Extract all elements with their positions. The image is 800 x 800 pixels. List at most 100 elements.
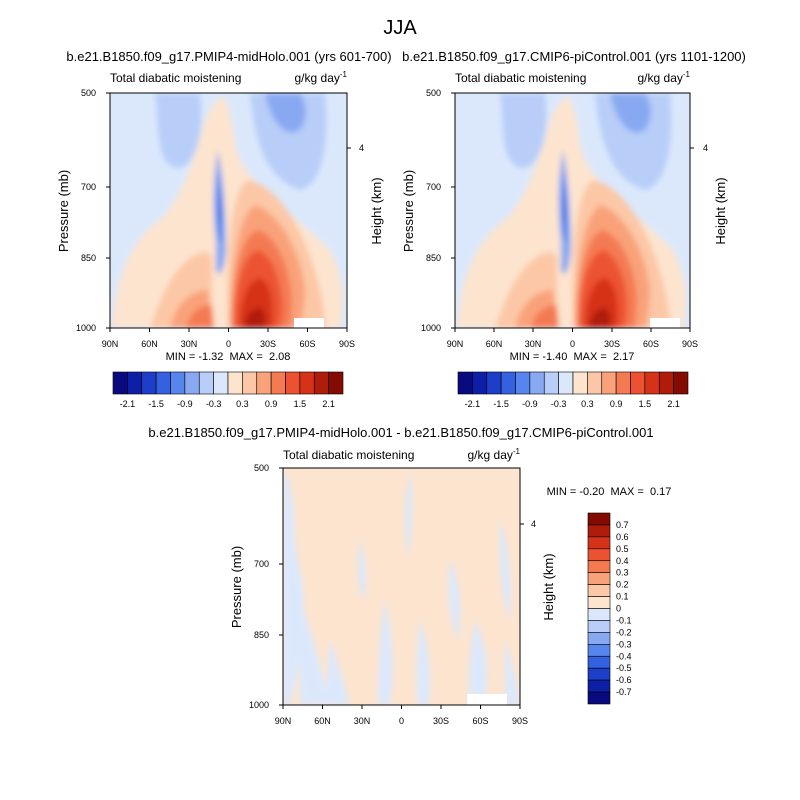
- colorbar-swatch: [543, 371, 559, 395]
- colorbar-label: 0: [616, 604, 621, 614]
- colorbar-swatch: [601, 371, 617, 395]
- colorbar-swatch: [313, 371, 329, 395]
- svg-text:90N: 90N: [102, 339, 119, 349]
- colorbar-label: -0.5: [616, 663, 632, 673]
- colorbar-swatch: [587, 691, 611, 705]
- panel-title: b.e21.B1850.f09_g17.PMIP4-midHolo.001 - …: [148, 425, 653, 440]
- svg-text:700: 700: [81, 182, 96, 192]
- colorbar-label: 0.6: [616, 532, 629, 542]
- svg-text:30N: 30N: [525, 339, 542, 349]
- svg-text:90N: 90N: [447, 339, 464, 349]
- colorbar-label: 0.9: [265, 399, 278, 409]
- panel-picontrol: b.e21.B1850.f09_g17.CMIP6-piControl.001 …: [401, 49, 746, 409]
- svg-text:30N: 30N: [354, 716, 371, 726]
- colorbar-label: 0.3: [616, 568, 629, 578]
- contour-field: [110, 93, 347, 328]
- panel-difference: b.e21.B1850.f09_g17.PMIP4-midHolo.001 - …: [148, 425, 671, 726]
- colorbar-swatch: [630, 371, 646, 395]
- colorbar-label: 1.5: [294, 399, 307, 409]
- svg-text:90S: 90S: [339, 339, 355, 349]
- colorbar-swatch: [270, 371, 286, 395]
- svg-text:60S: 60S: [299, 339, 315, 349]
- y-axis-title: Pressure (mb): [229, 546, 244, 628]
- colorbar-swatch: [587, 655, 611, 669]
- svg-text:1000: 1000: [76, 323, 96, 333]
- svg-text:500: 500: [254, 463, 269, 473]
- contour-field: [455, 93, 690, 328]
- colorbar-label: 0.9: [610, 399, 623, 409]
- units-label: g/kg day-1: [468, 447, 521, 462]
- colorbar-swatch: [141, 371, 157, 395]
- colorbar-swatch: [155, 371, 171, 395]
- panel-midholo: b.e21.B1850.f09_g17.PMIP4-midHolo.001 (y…: [56, 49, 392, 409]
- svg-text:850: 850: [254, 630, 269, 640]
- svg-text:60N: 60N: [314, 716, 331, 726]
- svg-text:1000: 1000: [249, 700, 269, 710]
- colorbar-swatch: [515, 371, 531, 395]
- y-axis-right-title: Height (km): [713, 177, 728, 244]
- x-axis: 90N 60N 30N 0 30S 60S 90S: [447, 328, 698, 349]
- colorbar-swatch: [587, 596, 611, 609]
- colorbar-label: -0.7: [616, 687, 632, 697]
- colorbar-swatch: [587, 679, 611, 693]
- colorbar-swatch: [587, 644, 611, 657]
- colorbar-label: 2.1: [322, 399, 335, 409]
- colorbar-label: -0.2: [616, 627, 632, 637]
- colorbar-swatch: [500, 371, 516, 395]
- colorbar-label: -1.5: [148, 399, 164, 409]
- svg-text:0: 0: [570, 339, 575, 349]
- colorbar-label: -0.9: [522, 399, 538, 409]
- y-axis-left: 500 700 850 1000: [421, 88, 455, 333]
- colorbar-swatch: [572, 371, 588, 395]
- min-max-label: MIN = -1.40 MAX = 2.17: [510, 351, 635, 363]
- colorbar-swatch: [457, 371, 473, 395]
- colorbar-swatch: [558, 371, 574, 395]
- panel-subtitle: Total diabatic moistening: [455, 71, 586, 85]
- colorbar-top-left: -2.1 -1.5 -0.9 -0.3 0.3 0.9 1.5 2.1: [112, 371, 344, 409]
- colorbar-label: 0.2: [616, 580, 629, 590]
- svg-text:30S: 30S: [604, 339, 620, 349]
- colorbar-swatch: [285, 371, 301, 395]
- colorbar-swatch: [587, 560, 611, 573]
- svg-text:4: 4: [703, 143, 708, 153]
- min-max-label: MIN = -0.20 MAX = 0.17: [547, 486, 672, 498]
- colorbar-label: 0.4: [616, 556, 629, 566]
- colorbar-label: -0.4: [616, 651, 632, 661]
- colorbar-label: 0.3: [581, 399, 594, 409]
- colorbar-swatch: [587, 512, 611, 526]
- svg-text:850: 850: [426, 253, 441, 263]
- units-label: g/kg day-1: [295, 70, 348, 85]
- panel-title: b.e21.B1850.f09_g17.PMIP4-midHolo.001 (y…: [66, 49, 391, 64]
- colorbar-label: 0.7: [616, 520, 629, 530]
- y-axis-right: 4: [520, 519, 536, 529]
- colorbar-swatch: [213, 371, 229, 395]
- colorbar-swatch: [227, 371, 243, 395]
- svg-text:4: 4: [531, 519, 536, 529]
- colorbar-top-right: -2.1 -1.5 -0.9 -0.3 0.3 0.9 1.5 2.1: [457, 371, 689, 409]
- contour-field: [283, 468, 520, 705]
- colorbar-swatch: [644, 371, 660, 395]
- y-axis-right-title: Height (km): [369, 177, 384, 244]
- colorbar-swatch: [587, 608, 611, 621]
- units-label: g/kg day-1: [638, 70, 691, 85]
- svg-text:60N: 60N: [141, 339, 158, 349]
- svg-text:60S: 60S: [472, 716, 488, 726]
- svg-text:500: 500: [426, 88, 441, 98]
- colorbar-label: 1.5: [639, 399, 652, 409]
- svg-text:500: 500: [81, 88, 96, 98]
- panel-subtitle: Total diabatic moistening: [110, 71, 241, 85]
- colorbar-label: 0.3: [236, 399, 249, 409]
- colorbar-swatch: [328, 371, 344, 395]
- colorbar-label: -1.5: [493, 399, 509, 409]
- svg-text:30S: 30S: [260, 339, 276, 349]
- colorbar-swatch: [587, 620, 611, 633]
- colorbar-swatch: [256, 371, 272, 395]
- svg-text:850: 850: [81, 253, 96, 263]
- colorbar-swatch: [587, 572, 611, 585]
- colorbar-swatch: [658, 371, 674, 395]
- colorbar-label: -0.3: [551, 399, 567, 409]
- svg-text:30S: 30S: [433, 716, 449, 726]
- colorbar-swatch: [529, 371, 545, 395]
- colorbar-swatch: [112, 371, 128, 395]
